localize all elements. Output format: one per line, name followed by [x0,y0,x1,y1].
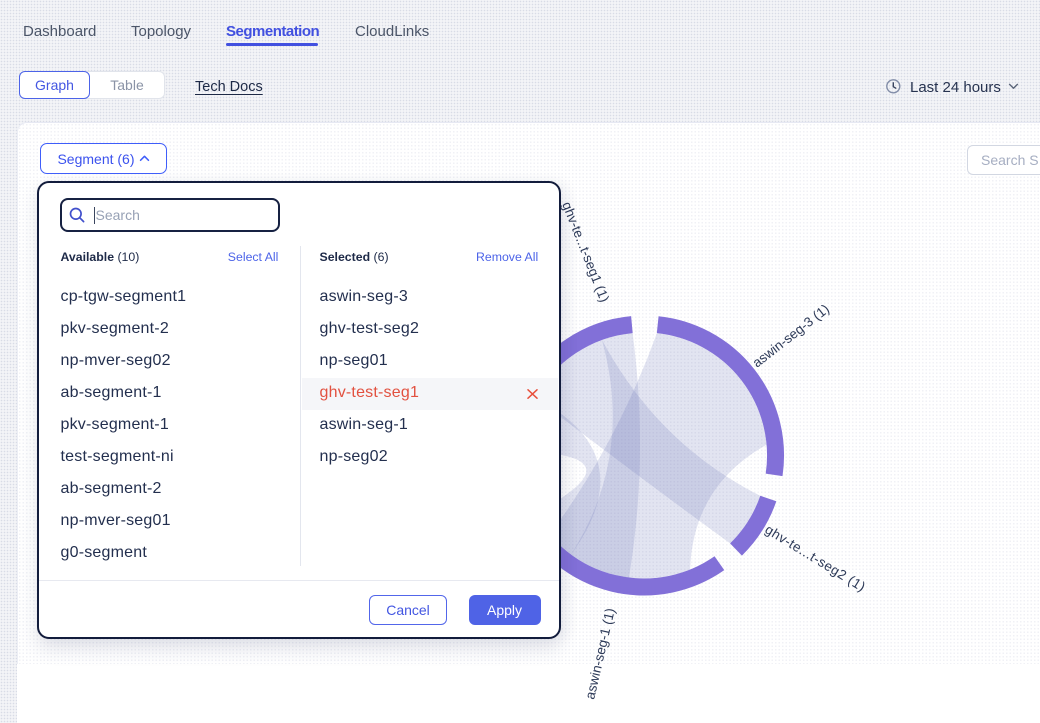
svg-text:aswin-seg-3 (1): aswin-seg-3 (1) [750,301,833,370]
svg-text:aswin-seg-1 (1): aswin-seg-1 (1) [582,607,618,701]
svg-text:ghv-te...t-seg2 (1): ghv-te...t-seg2 (1) [762,522,868,595]
svg-text:ghv-te...t-seg1 (1): ghv-te...t-seg1 (1) [559,200,612,305]
